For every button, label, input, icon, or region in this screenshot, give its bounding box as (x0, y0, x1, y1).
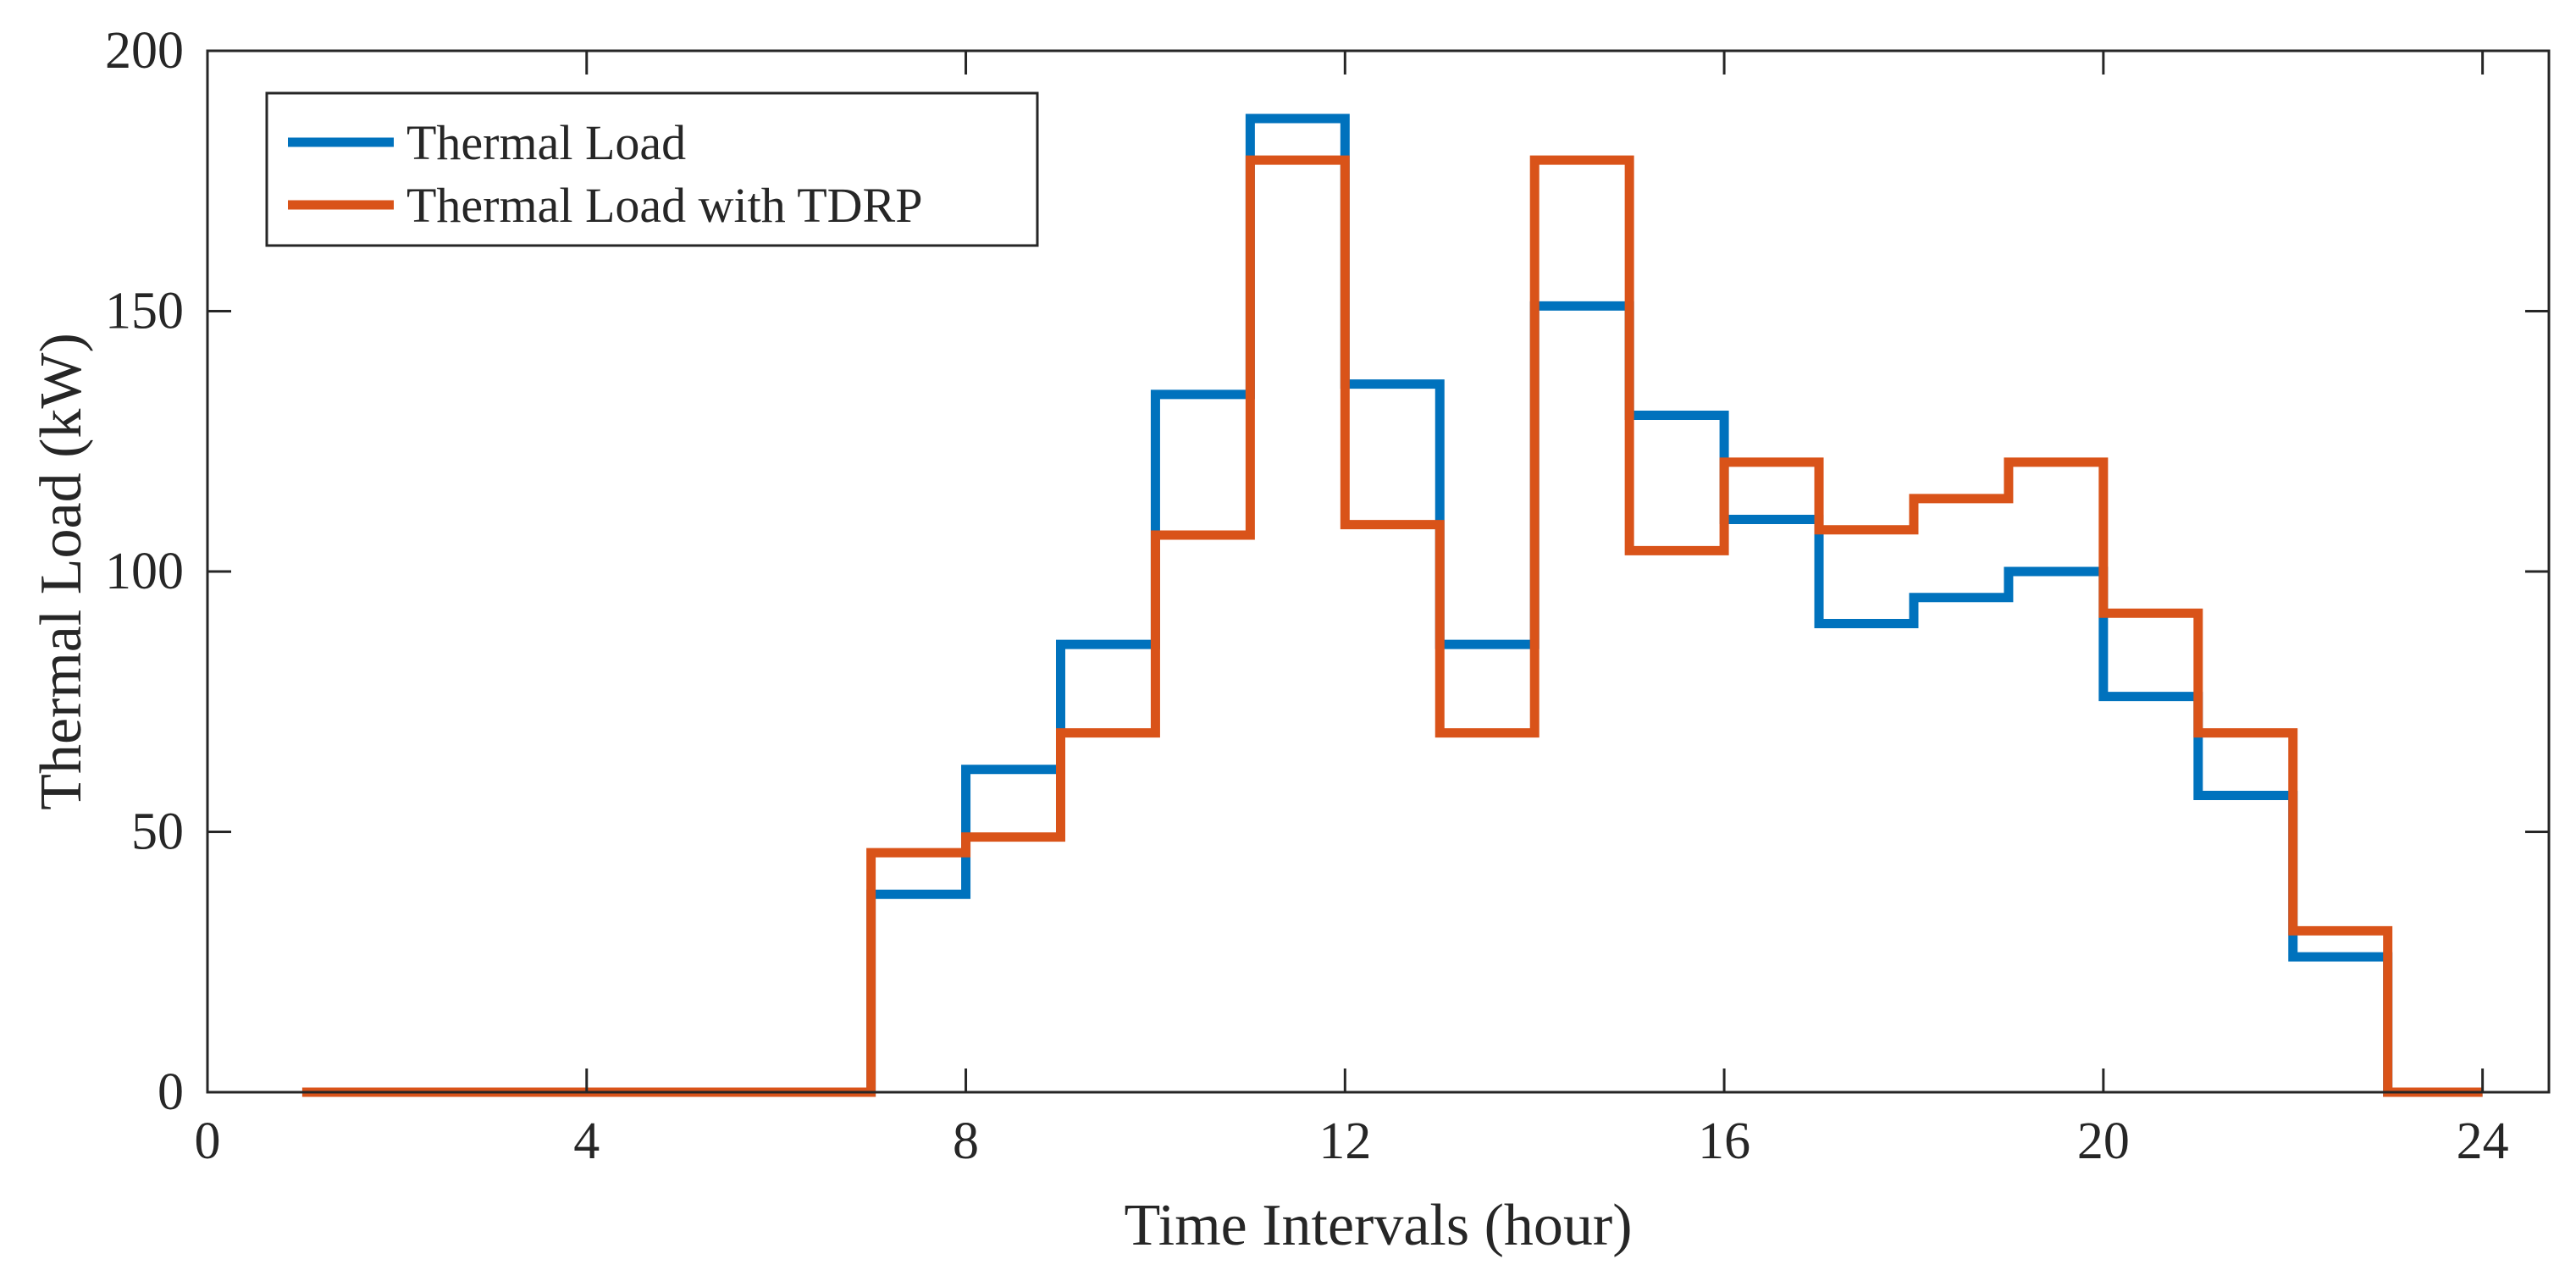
legend: Thermal Load Thermal Load with TDRP (265, 91, 1039, 247)
series-line-2 (301, 155, 2483, 1097)
x-tick-label: 20 (2077, 1113, 2130, 1170)
x-tick-label: 0 (195, 1113, 221, 1170)
ticks-layer: 0 4 8 12 16 20 24 0 50 100 150 200 (105, 22, 2549, 1170)
x-tick-label: 16 (1698, 1113, 1750, 1170)
y-axis-label: Thermal Load (kW) (29, 333, 94, 810)
legend-label-1: Thermal Load (406, 115, 686, 170)
y-tick-label: 200 (105, 22, 184, 80)
legend-label-2: Thermal Load with TDRP (406, 178, 922, 233)
x-tick-label: 4 (573, 1113, 600, 1170)
y-tick-label: 0 (158, 1063, 184, 1121)
y-tick-label: 100 (105, 543, 184, 600)
x-tick-label: 24 (2457, 1113, 2509, 1170)
x-tick-label: 8 (953, 1113, 979, 1170)
x-tick-label: 12 (1318, 1113, 1371, 1170)
legend-box (265, 91, 1039, 247)
y-tick-label: 150 (105, 283, 184, 340)
x-axis-label: Time Intervals (hour) (1124, 1193, 1632, 1258)
y-tick-label: 50 (131, 803, 184, 861)
series-layer (301, 113, 2483, 1097)
